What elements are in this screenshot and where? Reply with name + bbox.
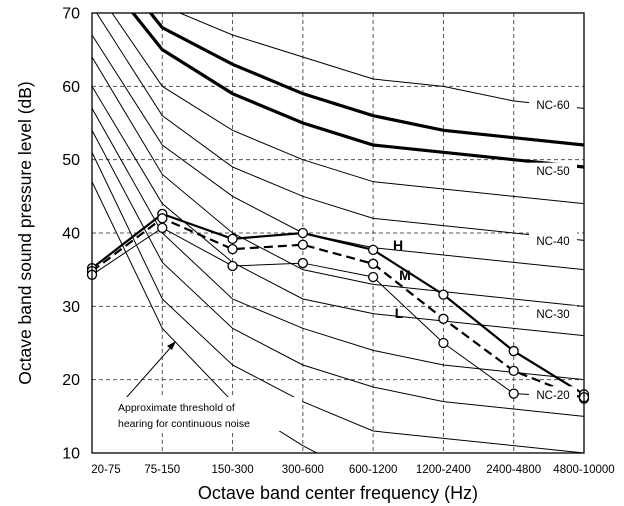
y-tick-label: 40 (62, 226, 80, 243)
series-point-m (508, 365, 519, 377)
nc-curve-nc-45 (92, 34, 584, 271)
series-point-h (438, 289, 449, 300)
series-point-l (367, 271, 379, 283)
nc-curve-nc-35 (92, 86, 584, 337)
series-point-l (438, 337, 449, 349)
nc-curve-nc-70 (178, 13, 584, 109)
x-tick-label: 1200-2400 (416, 464, 471, 476)
series-point-l (508, 388, 519, 399)
series-label: H (393, 237, 403, 253)
nc-label-bg (529, 386, 577, 402)
series-point-m (157, 213, 168, 224)
y-tick-label: 30 (62, 299, 80, 316)
series-line-l (91, 227, 585, 398)
nc-label-bg (529, 162, 577, 178)
y-tick-label: 70 (62, 6, 80, 23)
nc-label: NC-50 (536, 166, 569, 178)
nc-label-bg (529, 232, 577, 248)
series-point-h (227, 233, 238, 245)
x-tick-label: 300-600 (282, 464, 324, 476)
series-point-m (367, 258, 379, 269)
nc-curve-nc-15 (92, 181, 318, 453)
nc-curve-nc-65 (148, 13, 584, 147)
nc-curve-nc-25 (92, 130, 584, 417)
annotation-bg (116, 397, 302, 431)
series-line-m (91, 217, 585, 400)
annotation-arrow-shaft (125, 345, 173, 399)
series-line-h (91, 212, 585, 396)
annotation-text-line1: Approximate threshold of (118, 402, 235, 414)
nc-label: NC-60 (536, 100, 569, 112)
series-point-m (297, 239, 309, 250)
x-tick-label: 75-150 (144, 464, 180, 476)
series-point-m (227, 243, 238, 255)
nc-curve-nc-20 (92, 152, 584, 453)
series-point-h (367, 244, 379, 256)
nc-label-bg (529, 96, 577, 112)
nc-label: NC-40 (536, 236, 569, 248)
y-tick-label: 60 (62, 79, 80, 96)
y-axis-title: Octave band sound pressure level (dB) (15, 81, 35, 385)
series-point-h (297, 227, 309, 239)
plot-frame (91, 12, 585, 454)
nc-curve-nc-50 (96, 13, 584, 241)
series-point-l (227, 260, 238, 272)
x-tick-label: 4800-10000 (553, 464, 614, 476)
nc-label-bg (529, 305, 577, 321)
series-label: L (395, 305, 404, 321)
y-tick-label: 50 (62, 152, 80, 169)
series-label: M (399, 267, 411, 283)
y-tick-label: 10 (62, 446, 80, 463)
nc-label: NC-20 (536, 390, 569, 402)
annotation-text-line2: hearing for continuous noise (118, 418, 250, 430)
x-tick-label: 2400-4800 (486, 464, 541, 476)
x-tick-label: 20-75 (91, 464, 120, 476)
nc-curve-nc-60 (130, 13, 584, 169)
nc-curve-nc-55 (111, 13, 584, 205)
nc-curve-nc-30 (92, 108, 584, 381)
x-axis-title: Octave band center frequency (Hz) (198, 483, 478, 503)
nc-curve-nc-40 (92, 56, 584, 307)
series-point-l (297, 257, 309, 269)
x-tick-label: 150-300 (211, 464, 253, 476)
annotation-arrow-head (167, 341, 176, 350)
y-tick-label: 20 (62, 372, 80, 389)
series-point-l (157, 222, 168, 234)
series-point-h (508, 345, 519, 357)
x-tick-label: 600-1200 (349, 464, 398, 476)
nc-label: NC-30 (536, 309, 569, 321)
series-point-m (438, 313, 449, 324)
